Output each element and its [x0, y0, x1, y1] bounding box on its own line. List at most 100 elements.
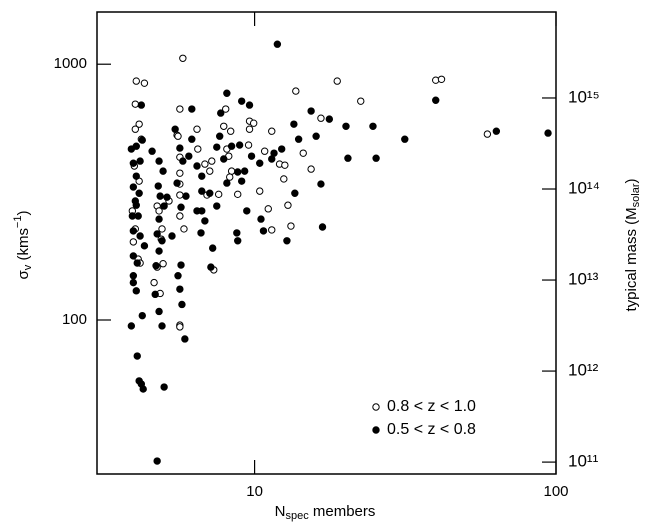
- data-point: [284, 201, 292, 209]
- data-point: [226, 173, 234, 181]
- data-point: [544, 129, 552, 137]
- data-point: [140, 242, 149, 250]
- data-point: [223, 179, 231, 187]
- data-point: [268, 127, 276, 135]
- data-point: [131, 100, 140, 108]
- y-tick-label: 1000: [54, 55, 87, 72]
- x-tick-label: 10: [246, 483, 263, 500]
- data-point: [129, 278, 138, 287]
- data-point: [174, 132, 182, 140]
- data-point: [129, 252, 138, 260]
- data-point: [153, 457, 161, 465]
- y2-tick-label: 10¹³: [568, 270, 599, 289]
- data-point: [158, 225, 166, 233]
- data-point: [148, 147, 156, 155]
- data-point: [140, 79, 149, 87]
- data-point: [198, 172, 206, 180]
- data-point: [176, 191, 184, 199]
- data-point: [245, 101, 254, 109]
- y2-axis-label: typical mass (Msolar): [623, 178, 642, 311]
- data-point: [217, 109, 225, 117]
- data-point: [136, 157, 144, 165]
- data-point: [237, 97, 246, 105]
- y2-tick-label: 10¹⁴: [568, 178, 600, 197]
- data-point: [129, 227, 138, 235]
- data-point: [132, 142, 140, 150]
- data-point: [292, 87, 300, 95]
- data-point: [264, 205, 272, 213]
- data-point: [283, 237, 291, 245]
- data-point: [181, 335, 189, 343]
- data-point: [256, 187, 264, 195]
- data-point: [159, 259, 167, 268]
- data-point: [317, 180, 325, 188]
- data-point: [176, 169, 184, 177]
- plot-frame: [96, 11, 557, 475]
- data-point: [207, 263, 215, 271]
- data-point: [483, 130, 492, 138]
- data-point: [127, 322, 136, 330]
- data-point: [171, 125, 179, 133]
- data-point: [155, 307, 163, 316]
- legend-label: 0.8 < z < 1.0: [387, 398, 476, 415]
- data-point: [182, 192, 190, 200]
- y-axis-label: σv (kms−1): [12, 211, 34, 280]
- x-axis-label: Nspec members: [275, 503, 376, 522]
- data-point: [216, 132, 224, 140]
- data-point: [135, 189, 143, 197]
- data-point: [150, 278, 158, 287]
- data-point: [270, 149, 278, 157]
- data-point: [159, 167, 167, 175]
- x-tick-label: 100: [543, 483, 568, 500]
- data-point: [176, 144, 184, 152]
- data-point: [226, 127, 235, 135]
- data-point: [188, 105, 196, 113]
- data-point: [129, 238, 138, 246]
- data-point: [138, 311, 146, 320]
- data-point: [220, 155, 228, 163]
- data-point: [155, 247, 163, 255]
- data-point: [299, 149, 307, 157]
- data-point: [227, 167, 236, 175]
- data-point: [155, 157, 163, 165]
- data-point: [213, 143, 221, 151]
- data-point: [214, 190, 223, 199]
- data-point: [317, 114, 325, 122]
- data-point: [208, 244, 217, 252]
- y2-tick-label: 10¹²: [568, 361, 599, 380]
- data-point: [136, 232, 144, 240]
- data-point: [401, 135, 409, 143]
- legend-marker: [372, 403, 380, 411]
- data-point: [281, 161, 289, 169]
- data-point: [294, 135, 303, 143]
- data-point: [234, 190, 242, 199]
- data-point: [174, 272, 182, 280]
- data-point: [176, 285, 184, 293]
- data-point: [291, 189, 299, 197]
- data-point: [342, 122, 350, 130]
- data-point: [176, 212, 184, 220]
- data-point: [180, 225, 188, 233]
- data-point: [152, 262, 160, 270]
- data-point: [333, 77, 341, 85]
- data-point: [432, 96, 440, 104]
- data-point: [259, 227, 268, 235]
- data-point: [173, 179, 181, 187]
- data-point: [208, 157, 216, 165]
- data-point: [156, 192, 164, 200]
- data-point: [247, 152, 256, 160]
- data-point: [257, 215, 265, 223]
- data-point: [369, 122, 377, 130]
- data-point: [179, 157, 187, 165]
- data-point: [492, 127, 501, 135]
- data-point: [154, 182, 162, 190]
- data-point: [243, 207, 251, 215]
- data-point: [256, 159, 264, 167]
- data-point: [240, 167, 249, 175]
- data-point: [185, 152, 193, 160]
- data-point: [137, 101, 146, 109]
- data-point: [178, 300, 186, 309]
- data-point: [201, 160, 209, 168]
- legend-marker: [372, 426, 380, 434]
